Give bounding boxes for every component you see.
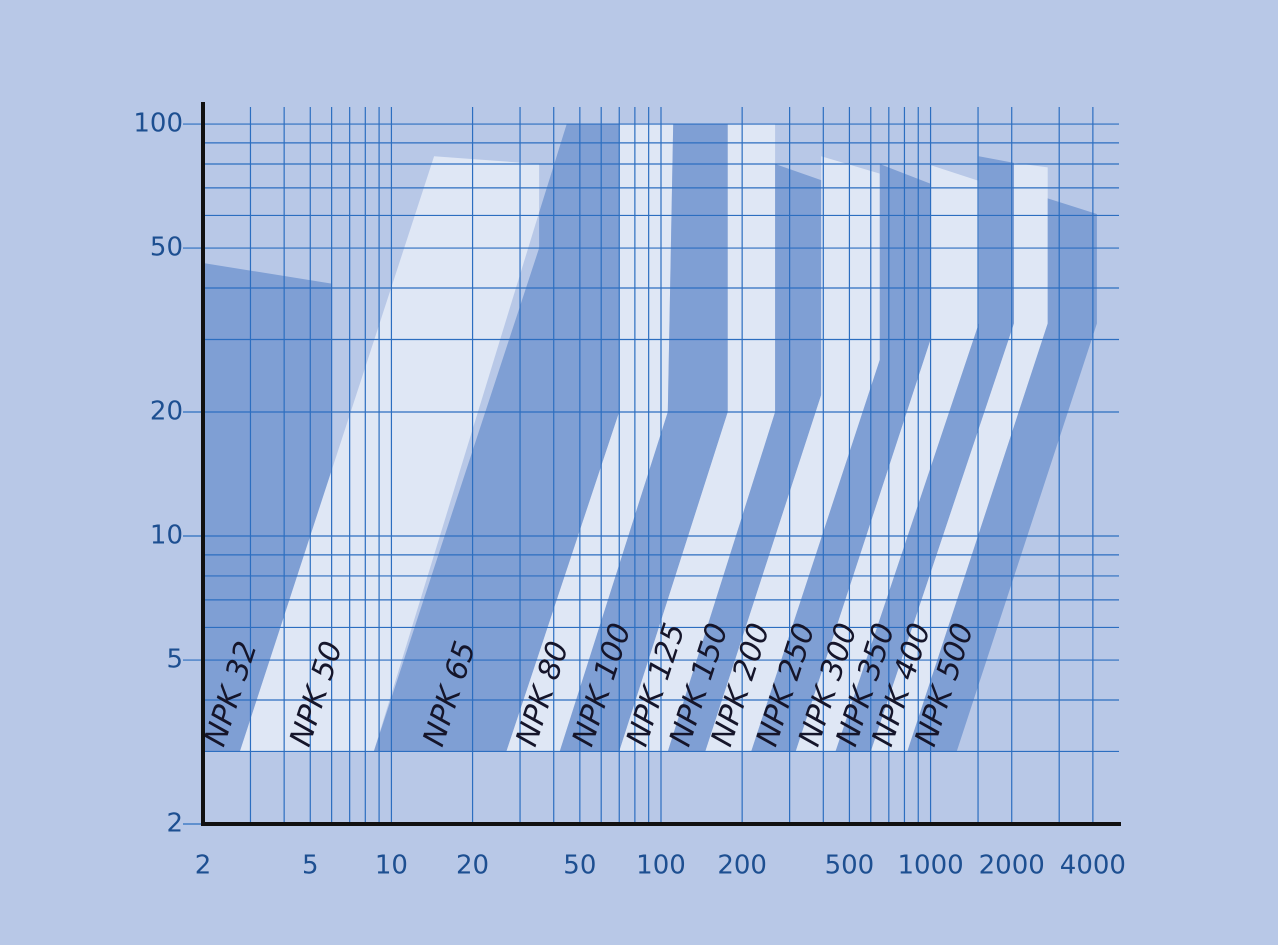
x-tick-label: 10 — [375, 851, 408, 881]
region — [559, 124, 728, 752]
x-tick-label: 20 — [456, 851, 489, 881]
y-tick-label: 2 — [166, 809, 183, 839]
x-tick-label: 200 — [717, 851, 767, 881]
y-tick-label: 10 — [150, 521, 183, 551]
y-tick-label: 5 — [166, 645, 183, 675]
x-tick-label: 4000 — [1060, 851, 1126, 881]
x-tick-label: 2000 — [979, 851, 1045, 881]
x-tick-label: 1000 — [897, 851, 963, 881]
region — [907, 198, 1097, 752]
region — [506, 124, 674, 752]
grid — [183, 107, 1119, 825]
axes: 2 5 10 20 50 100 200 500 1000 2000 4000 2 5 10 20 50 100 — [133, 102, 1126, 881]
region — [795, 165, 979, 752]
region — [619, 124, 776, 752]
y-tick-label: 100 — [133, 109, 183, 139]
y-tick-label: 20 — [150, 397, 183, 427]
x-tick-label: 5 — [302, 851, 319, 881]
region — [667, 164, 824, 752]
region — [373, 124, 620, 752]
region — [705, 156, 880, 752]
region — [870, 162, 1048, 752]
region — [203, 263, 332, 752]
x-tick-label: 2 — [195, 851, 212, 881]
region — [239, 156, 540, 752]
region — [751, 164, 931, 752]
regions — [203, 124, 1097, 752]
x-tick-label: 100 — [636, 851, 686, 881]
y-tick-label: 50 — [150, 233, 183, 263]
x-tick-label: 50 — [563, 851, 596, 881]
x-tick-label: 500 — [825, 851, 875, 881]
